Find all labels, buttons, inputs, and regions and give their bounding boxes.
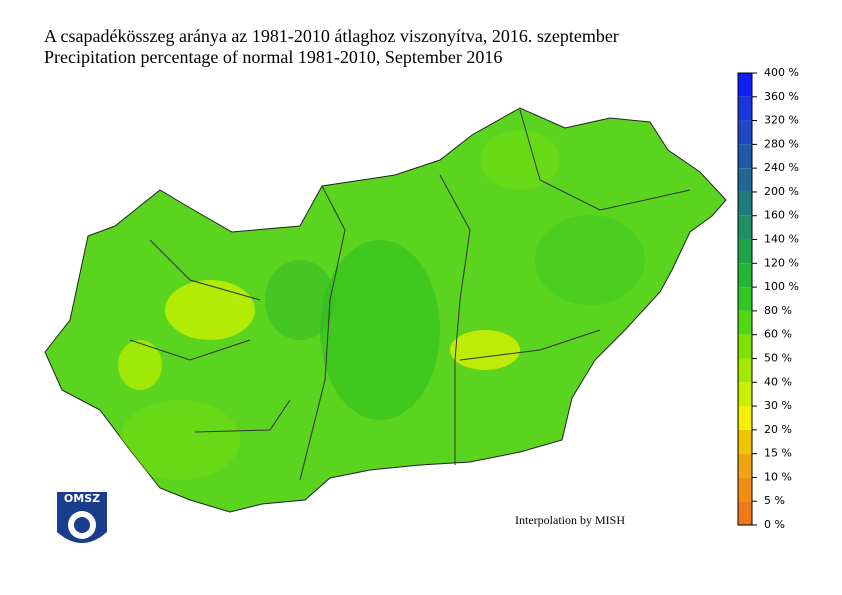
legend-label: 400 % [764, 66, 799, 79]
legend-swatch [738, 382, 752, 407]
title: A csapadékösszeg aránya az 1981-2010 átl… [44, 26, 619, 46]
legend-label: 50 % [764, 351, 792, 364]
logo: OMSZ [57, 492, 107, 543]
legend-swatch [738, 120, 752, 145]
legend-swatch [738, 215, 752, 240]
legend-swatch [738, 334, 752, 359]
hungary-map [44, 107, 727, 513]
legend-label: 5 % [764, 494, 785, 507]
legend-swatch [738, 310, 752, 335]
legend-label: 20 % [764, 423, 792, 436]
legend-label: 60 % [764, 328, 792, 341]
subtitle: Precipitation percentage of normal 1981-… [44, 47, 502, 67]
credit: Interpolation by MISH [515, 513, 625, 527]
legend-label: 320 % [764, 114, 799, 127]
legend-label: 30 % [764, 399, 792, 412]
legend-swatch [738, 429, 752, 454]
legend-frame [737, 72, 753, 526]
legend-swatch [738, 287, 752, 311]
legend-swatch [738, 501, 752, 525]
legend-swatch [738, 168, 752, 192]
legend-label: 200 % [764, 185, 799, 198]
legend-swatch [738, 96, 752, 121]
legend-label: 360 % [764, 90, 799, 103]
legend-swatch [738, 239, 752, 264]
logo-text: OMSZ [64, 492, 100, 505]
legend-label: 15 % [764, 447, 792, 460]
legend-label: 140 % [764, 233, 799, 246]
legend-swatch [738, 358, 752, 383]
legend-label: 0 % [764, 518, 785, 531]
legend-label: 280 % [764, 137, 799, 150]
legend-label: 10 % [764, 470, 792, 483]
legend-swatch [738, 191, 752, 216]
legend-label: 240 % [764, 161, 799, 174]
legend-label: 40 % [764, 375, 792, 388]
legend-swatch [738, 453, 752, 478]
legend-swatch [738, 73, 752, 97]
legend-swatch [738, 144, 752, 169]
legend-label: 80 % [764, 304, 792, 317]
legend-swatch [738, 263, 752, 288]
legend: 0 % 5 % 10 % 15 % 20 % 30 % 40 % 50 % 60 % 80 % 10… [737, 66, 799, 531]
legend-label: 100 % [764, 280, 799, 293]
legend-label: 120 % [764, 256, 799, 269]
legend-swatch [738, 406, 752, 430]
legend-label: 160 % [764, 209, 799, 222]
legend-swatch [738, 477, 752, 502]
